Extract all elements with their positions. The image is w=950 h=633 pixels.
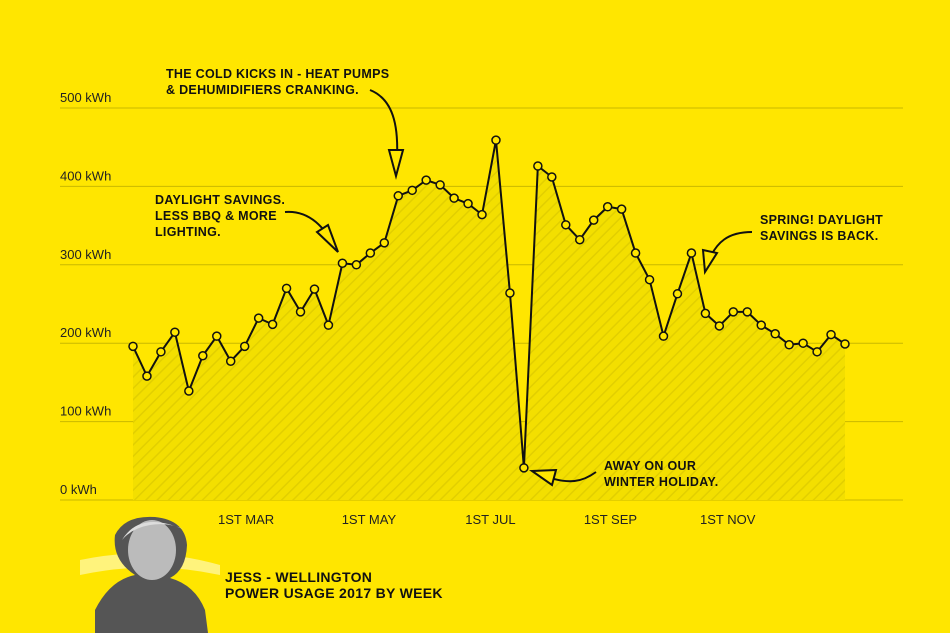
point xyxy=(798,338,808,348)
point xyxy=(770,329,780,339)
x-tick-label: 1ST MAR xyxy=(218,512,274,527)
point xyxy=(742,307,753,317)
point xyxy=(602,202,613,212)
point xyxy=(756,320,766,330)
point xyxy=(198,350,208,361)
point xyxy=(588,215,599,225)
point xyxy=(225,356,236,366)
point xyxy=(519,463,529,473)
arrowhead xyxy=(315,223,339,253)
title-line: JESS - WELLINGTON xyxy=(225,569,372,585)
line xyxy=(132,139,846,469)
point xyxy=(812,347,822,357)
point xyxy=(156,347,166,357)
annotation: THE COLD KICKS IN - HEAT PUMPS xyxy=(166,67,389,81)
point xyxy=(184,386,194,396)
point xyxy=(239,341,250,352)
point xyxy=(212,331,222,341)
annotation: & DEHUMIDIFIERS CRANKING. xyxy=(166,83,359,97)
arrows xyxy=(284,89,753,487)
point xyxy=(170,327,180,337)
point xyxy=(728,307,739,317)
arrowhead xyxy=(529,468,558,487)
point xyxy=(505,288,515,298)
point xyxy=(672,289,683,299)
point xyxy=(253,313,264,323)
annotation: SAVINGS IS BACK. xyxy=(760,229,878,243)
point xyxy=(547,172,557,182)
point xyxy=(295,307,306,317)
annotation: AWAY ON OUR xyxy=(604,459,696,473)
point xyxy=(700,308,711,319)
point xyxy=(128,341,138,352)
point xyxy=(533,161,543,171)
point xyxy=(644,274,655,285)
arrowhead xyxy=(701,248,719,276)
x-tick-label: 1ST MAY xyxy=(342,512,397,527)
point xyxy=(365,248,376,258)
annotation: DAYLIGHT SAVINGS. xyxy=(155,193,285,207)
point xyxy=(407,185,417,196)
y-tick-label: 300 kWh xyxy=(60,247,111,262)
annotation: WINTER HOLIDAY. xyxy=(604,475,718,489)
point xyxy=(477,209,487,220)
point xyxy=(449,193,459,203)
x-tick-label: 1ST NOV xyxy=(700,512,756,527)
point xyxy=(463,198,473,209)
point xyxy=(281,283,292,294)
point xyxy=(658,331,669,341)
point xyxy=(142,371,152,381)
point xyxy=(379,238,390,248)
arrowhead xyxy=(387,149,405,180)
point xyxy=(784,340,794,350)
point xyxy=(337,258,348,268)
y-tick-label: 400 kWh xyxy=(60,168,111,183)
annotation: LESS BBQ & MORE xyxy=(155,209,277,223)
point xyxy=(630,248,641,258)
x-tick-label: 1ST SEP xyxy=(584,512,637,527)
annotation: LIGHTING. xyxy=(155,225,221,239)
point xyxy=(574,234,585,245)
area xyxy=(133,140,845,501)
point xyxy=(435,180,445,190)
point xyxy=(309,284,320,294)
point xyxy=(491,135,501,145)
title-line: POWER USAGE 2017 BY WEEK xyxy=(225,585,443,601)
point xyxy=(686,248,697,258)
point xyxy=(267,319,278,330)
portrait xyxy=(80,516,220,633)
y-tick-label: 0 kWh xyxy=(60,482,97,497)
point xyxy=(323,320,334,330)
point xyxy=(616,204,627,214)
y-tick-label: 500 kWh xyxy=(60,90,111,105)
point xyxy=(826,329,836,340)
annotation: SPRING! DAYLIGHT xyxy=(760,213,883,227)
point xyxy=(714,321,725,331)
y-tick-label: 100 kWh xyxy=(60,404,111,419)
point xyxy=(840,339,850,349)
point xyxy=(421,175,431,185)
point xyxy=(351,260,362,270)
y-tick-label: 200 kWh xyxy=(60,325,111,340)
point xyxy=(561,220,571,230)
point xyxy=(393,191,404,201)
x-tick-label: 1ST JUL xyxy=(465,512,515,527)
